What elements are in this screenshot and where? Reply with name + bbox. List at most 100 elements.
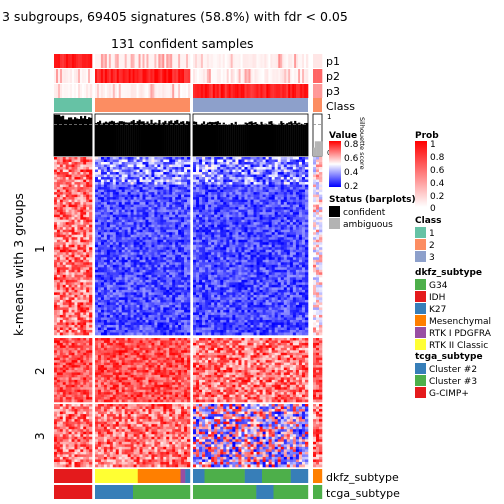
- heatmap-cell: [163, 244, 167, 248]
- prob-cell: [264, 84, 267, 98]
- heatmap-cell: [127, 267, 131, 271]
- heatmap-cell: [56, 289, 61, 293]
- heatmap-cell: [211, 217, 215, 220]
- heatmap-cell: [220, 172, 224, 175]
- heatmap-cell: [268, 222, 272, 225]
- heatmap-cell: [241, 197, 245, 200]
- heatmap-cell: [83, 232, 87, 236]
- heatmap-cell: [68, 307, 72, 311]
- heatmap-cell: [106, 264, 111, 268]
- heatmap-cell: [145, 314, 149, 318]
- heatmap-cell: [139, 239, 143, 243]
- heatmap-cell: [115, 217, 120, 220]
- heatmap-cell: [145, 309, 149, 313]
- prob-cell: [106, 69, 110, 83]
- heatmap-cell: [166, 257, 170, 261]
- heatmap-cell: [86, 187, 90, 190]
- heatmap-cell: [97, 302, 102, 306]
- prob-cell: [234, 84, 237, 98]
- heatmap-cell: [136, 212, 140, 215]
- heatmap-cell: [83, 307, 87, 311]
- heatmap-cell: [166, 162, 170, 165]
- prob-cell: [64, 84, 67, 98]
- heatmap-cell: [154, 272, 158, 276]
- heatmap-cell: [223, 229, 227, 233]
- heatmap-cell: [100, 217, 105, 220]
- heatmap-cell: [232, 164, 236, 168]
- heatmap-cell: [229, 229, 233, 233]
- heatmap-cell: [115, 322, 120, 326]
- heatmap-cell: [148, 254, 152, 258]
- heatmap-cell: [163, 172, 167, 175]
- heatmap-cell: [193, 202, 197, 205]
- silhouette-bar: [194, 121, 198, 156]
- heatmap-cell: [202, 172, 206, 175]
- heatmap-cell: [184, 314, 188, 318]
- heatmap-cell: [97, 282, 102, 286]
- heatmap-cell: [283, 224, 288, 228]
- heatmap-cell: [74, 204, 78, 208]
- heatmap-cell: [280, 167, 285, 170]
- heatmap-cell: [181, 292, 185, 296]
- silhouette-bar: [204, 124, 208, 156]
- prob-cell: [222, 69, 226, 83]
- heatmap-cell: [268, 232, 272, 236]
- heatmap-cell: [286, 177, 291, 180]
- heatmap-cell: [256, 174, 260, 178]
- heatmap-cell: [187, 262, 191, 266]
- heatmap-cell: [214, 197, 218, 200]
- heatmap-cell: [265, 222, 269, 225]
- heatmap-cell: [205, 179, 209, 183]
- heatmap-cell: [298, 189, 303, 193]
- heatmap-cell: [298, 184, 303, 188]
- heatmap-cell: [151, 202, 155, 205]
- heatmap-cell: [211, 207, 215, 210]
- heatmap-cell: [229, 187, 233, 190]
- heatmap-cell: [166, 182, 170, 185]
- heatmap-cell: [283, 234, 288, 238]
- heatmap-cell: [54, 167, 58, 170]
- heatmap-cell: [100, 332, 105, 336]
- heatmap-cell: [106, 329, 111, 333]
- heatmap-cell: [199, 209, 203, 213]
- heatmap-cell: [199, 172, 203, 175]
- heatmap-cell: [157, 312, 161, 316]
- prob-cell: [146, 69, 149, 83]
- heatmap-cell: [74, 167, 78, 170]
- heatmap-cell: [109, 239, 114, 243]
- heatmap-cell: [115, 327, 120, 331]
- heatmap-cell: [112, 189, 117, 193]
- heatmap-cell: [202, 212, 206, 215]
- heatmap-cell: [193, 162, 197, 165]
- heatmap-cell: [184, 297, 188, 301]
- heatmap-cell: [208, 169, 212, 173]
- prob-cell: [102, 69, 106, 83]
- heatmap-cell: [229, 199, 233, 203]
- heatmap-cell: [86, 184, 90, 188]
- heatmap-cell: [151, 164, 155, 168]
- heatmap-cell: [124, 257, 128, 261]
- heatmap-cell: [83, 224, 87, 228]
- heatmap-cell: [133, 232, 137, 236]
- heatmap-cell: [247, 172, 251, 175]
- heatmap-cell: [115, 202, 120, 205]
- heatmap-cell: [169, 269, 173, 273]
- heatmap-cell: [289, 224, 294, 228]
- heatmap-cell: [118, 272, 123, 276]
- heatmap-cell: [80, 262, 84, 266]
- heatmap-cell: [130, 177, 134, 180]
- heatmap-cell: [169, 224, 173, 228]
- heatmap-cell: [202, 179, 206, 183]
- heatmap-cell: [74, 299, 78, 303]
- heatmap-cell: [106, 302, 111, 306]
- heatmap-cell: [130, 317, 134, 321]
- heatmap-cell: [175, 162, 179, 165]
- heatmap-cell: [223, 192, 227, 195]
- heatmap-cell: [68, 194, 72, 198]
- heatmap-cell: [112, 287, 117, 291]
- heatmap-cell: [97, 322, 102, 326]
- heatmap-cell: [166, 189, 170, 193]
- heatmap-cell: [68, 314, 72, 318]
- heatmap-cell: [74, 244, 78, 248]
- heatmap-cell: [86, 322, 90, 326]
